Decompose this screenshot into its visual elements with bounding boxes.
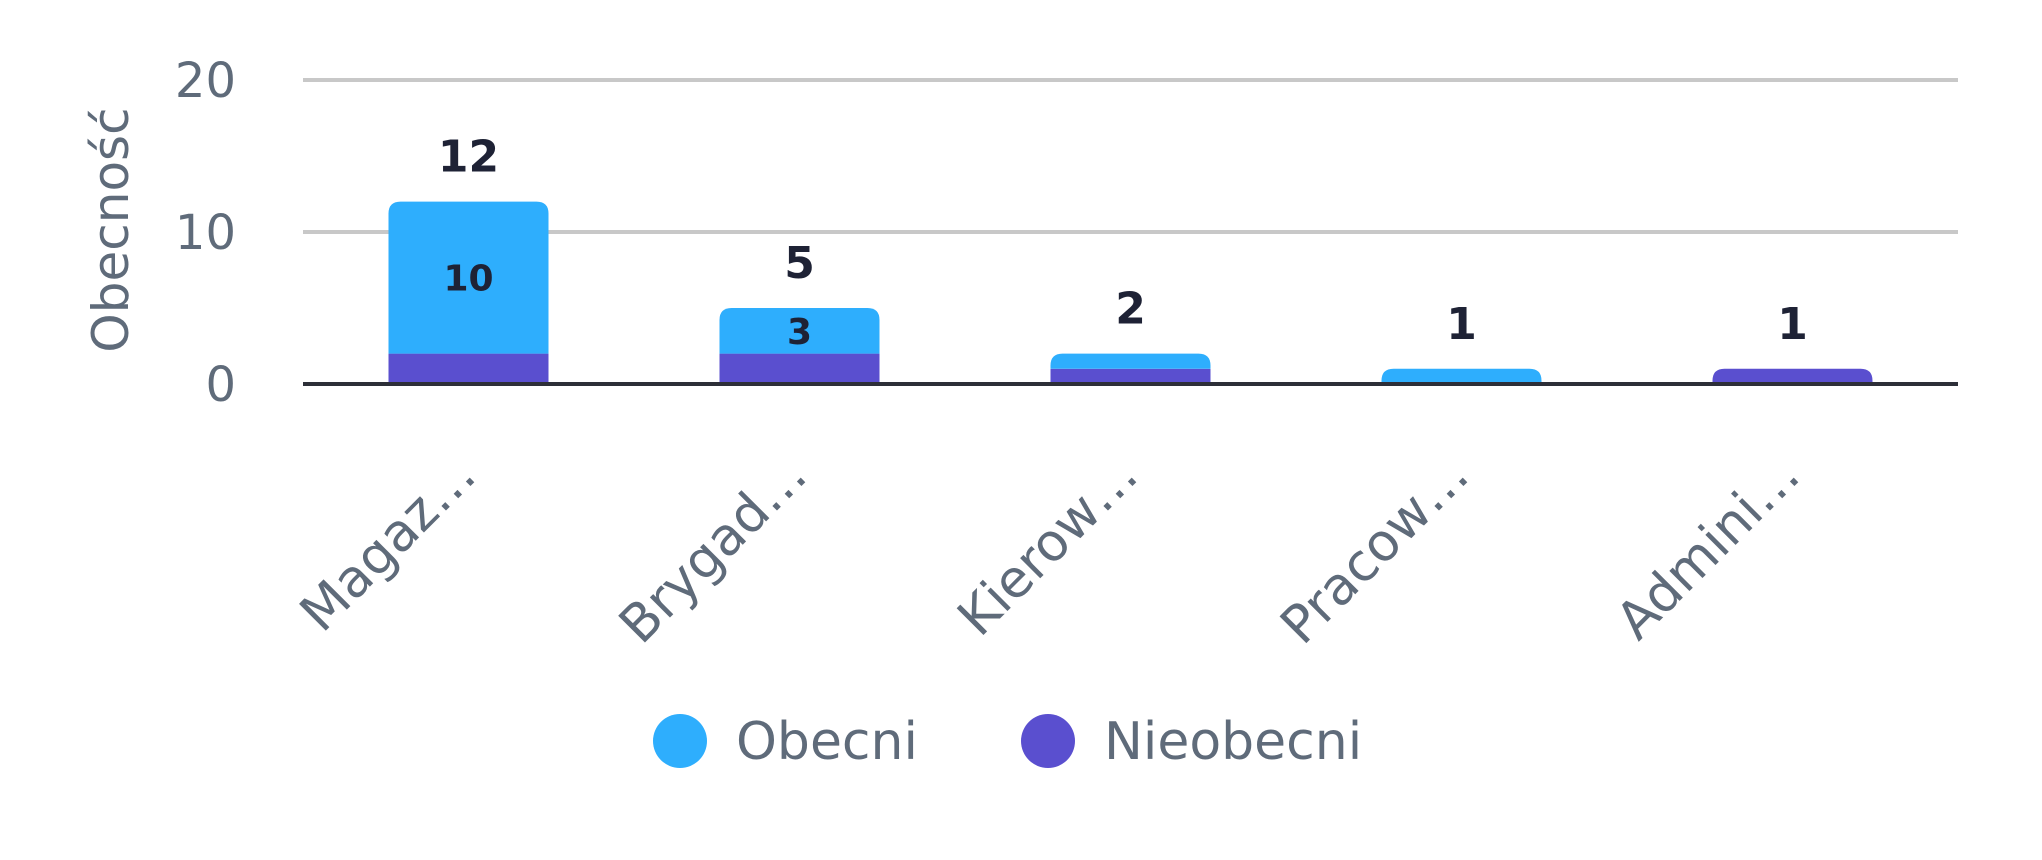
bar-segment-nieobecni[interactable] — [1050, 368, 1211, 384]
x-tick-label: Pracow… — [1270, 445, 1481, 656]
legend-marker[interactable] — [1021, 714, 1075, 768]
bar-segment-obecni[interactable] — [1050, 353, 1211, 369]
data-labels: 12 5 2 1 1 10 3 — [438, 132, 1808, 353]
bar-segment-obecni[interactable] — [719, 308, 880, 354]
y-tick-label: 0 — [205, 357, 236, 413]
bar-segment-nieobecni[interactable] — [719, 353, 880, 384]
x-tick-label: Kierow… — [947, 445, 1150, 648]
legend: Obecni Nieobecni — [653, 712, 1362, 772]
gridlines — [303, 78, 1958, 234]
y-tick-label: 10 — [175, 205, 236, 261]
bar-total-label: 5 — [784, 238, 815, 289]
bar-total-label: 2 — [1115, 284, 1146, 335]
bar-total-label: 1 — [1777, 299, 1808, 350]
y-tick-label: 20 — [175, 53, 236, 109]
bar-segment-nieobecni[interactable] — [388, 353, 549, 384]
bar-segment-label: 3 — [787, 312, 812, 353]
bar-total-label: 1 — [1446, 299, 1477, 350]
y-axis-title: Obecność — [82, 107, 140, 352]
x-tick-label: Admini… — [1605, 445, 1812, 652]
bar-total-label: 12 — [438, 132, 499, 183]
bar-segment-obecni[interactable] — [1381, 368, 1542, 384]
x-tick-label: Magaz… — [289, 445, 488, 644]
bar-segment-nieobecni[interactable] — [1712, 368, 1873, 384]
bar-segment-label: 10 — [443, 259, 493, 300]
bar-segment-obecni[interactable] — [388, 201, 549, 354]
legend-marker[interactable] — [653, 714, 707, 768]
x-tick-label: Brygad… — [608, 445, 819, 656]
legend-label[interactable]: Nieobecni — [1104, 712, 1362, 772]
legend-label[interactable]: Obecni — [736, 712, 918, 772]
bars — [388, 201, 1873, 384]
